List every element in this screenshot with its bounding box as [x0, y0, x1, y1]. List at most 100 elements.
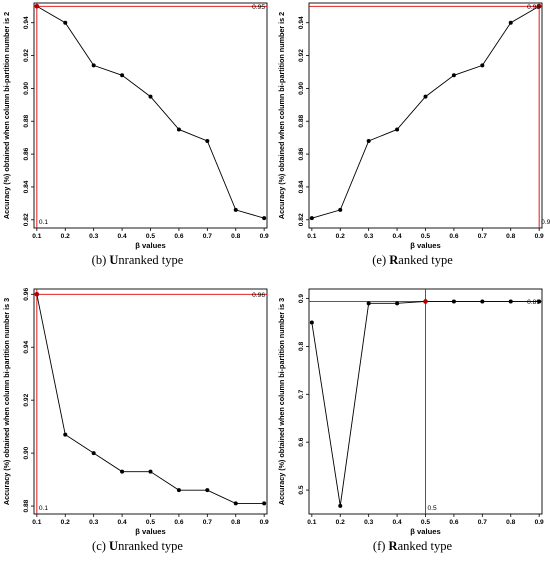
chart-e-x-tick-label: 0.4 [392, 233, 401, 240]
chart-e-max-point [536, 3, 542, 9]
chart-f-max-x-label: 0.5 [428, 505, 437, 512]
chart-b-data-point [205, 138, 210, 143]
chart-f-y-tick-label: 0.7 [298, 389, 305, 398]
chart-e-data-point [309, 216, 314, 221]
chart-b-x-tick-label: 0.9 [260, 233, 269, 240]
chart-b-y-tick-label: 0.88 [23, 115, 30, 128]
chart-b-data-point [148, 94, 153, 99]
chart-b-plot-frame [33, 2, 268, 229]
chart-f-data-point [537, 299, 542, 304]
chart-c-max-y-label: 0.96 [252, 292, 265, 299]
chart-panel-f: 0.1 0.2 0.3 0.4 0.5 0.6 0.7 0.8 0.9 0.5 0.6 0.7 0.8 0… [275, 286, 550, 572]
chart-f-y-tick-label: 0.5 [298, 485, 305, 494]
chart-b-svg: 0.1 0.2 0.3 0.4 0.5 0.6 0.7 0.8 0.9 0.82 0.84 0.86 0… [2, 2, 269, 250]
chart-e-data-point [423, 94, 428, 99]
chart-f-x-tick-label: 0.1 [307, 519, 316, 526]
chart-f-max-point [423, 299, 428, 304]
chart-f-x-tick-label: 0.6 [449, 519, 458, 526]
chart-e-caption: (e) Ranked type [275, 253, 550, 268]
chart-e-caption-letter: (e) [372, 253, 387, 267]
chart-c-y-tick-label: 0.92 [23, 393, 30, 406]
chart-c-y-tick-label: 0.88 [23, 499, 30, 512]
chart-b-max-y-label: 0.95 [252, 4, 265, 11]
chart-f-data-point [508, 299, 513, 304]
chart-f-caption: (f) Ranked type [275, 539, 550, 554]
chart-e-data-point [480, 63, 485, 68]
chart-e-data-point [395, 127, 400, 132]
chart-e-x-tick-label: 0.3 [364, 233, 373, 240]
chart-f-svg: 0.1 0.2 0.3 0.4 0.5 0.6 0.7 0.8 0.9 0.5 0.6 0.7 0.8 0… [277, 288, 544, 536]
chart-b-caption: (b) Unranked type [0, 253, 275, 268]
chart-f-data-point [395, 301, 400, 306]
chart-c-x-tick-label: 0.9 [260, 519, 269, 526]
chart-c-data-point [63, 432, 68, 437]
chart-e-x-tick-label: 0.5 [421, 233, 430, 240]
chart-f-data-point [366, 301, 371, 306]
chart-f-data-point [338, 503, 343, 508]
chart-f-x-tick-label: 0.5 [421, 519, 430, 526]
chart-c-y-axis-label: Accuracy (%) obtained when column bi-par… [2, 298, 11, 505]
chart-e-y-axis-label: Accuracy (%) obtained when column bi-par… [277, 12, 286, 219]
chart-c-svg: 0.1 0.2 0.3 0.4 0.5 0.6 0.7 0.8 0.9 0.88 0.90 0.92 0… [2, 288, 269, 536]
chart-e-x-tick-label: 0.2 [336, 233, 345, 240]
chart-c-x-tick-label: 0.8 [231, 519, 240, 526]
chart-c-x-tick-label: 0.6 [174, 519, 183, 526]
chart-b-x-tick-label: 0.8 [231, 233, 240, 240]
chart-b-x-tick-label: 0.2 [61, 233, 70, 240]
chart-e-x-tick-label: 0.9 [535, 233, 544, 240]
chart-e-x-tick-label: 0.7 [478, 233, 487, 240]
chart-e-y-tick-label: 0.84 [298, 180, 305, 193]
chart-b-x-tick-label: 0.3 [89, 233, 98, 240]
chart-c-x-tick-label: 0.2 [61, 519, 70, 526]
chart-c-y-tick-label: 0.94 [23, 340, 30, 353]
chart-c-caption-letter: (c) [92, 539, 106, 553]
chart-b-x-tick-label: 0.7 [203, 233, 212, 240]
chart-panel-b: 0.1 0.2 0.3 0.4 0.5 0.6 0.7 0.8 0.9 0.82 0.84 0.86 0… [0, 0, 275, 286]
chart-b-y-tick-label: 0.92 [23, 49, 30, 62]
chart-f-caption-letter: (f) [372, 539, 386, 553]
chart-b-caption-letter: (b) [91, 253, 107, 267]
chart-e-x-tick-label: 0.1 [307, 233, 316, 240]
chart-e-max-y-label: 0.95 [527, 4, 540, 11]
chart-b-x-tick-label: 0.4 [117, 233, 126, 240]
chart-e-y-tick-label: 0.88 [298, 115, 305, 128]
chart-e-caption-text: anked type [398, 253, 453, 267]
chart-f-x-tick-label: 0.9 [535, 519, 544, 526]
chart-b-data-point [262, 216, 267, 221]
chart-b-x-tick-label: 0.6 [174, 233, 183, 240]
chart-f-y-axis-label: Accuracy (%) obtained when column bi-par… [277, 298, 286, 505]
chart-f-data-point [480, 299, 485, 304]
chart-f-x-axis-label: β values [410, 527, 440, 536]
chart-f-y-tick-label: 0.6 [298, 437, 305, 446]
chart-b-data-point [91, 63, 96, 68]
chart-f-x-tick-label: 0.7 [478, 519, 487, 526]
chart-e-y-tick-label: 0.86 [298, 147, 305, 160]
chart-c-x-axis-label: β values [135, 527, 165, 536]
chart-c-data-point [233, 501, 238, 506]
chart-c-plot-frame [33, 288, 268, 515]
chart-b-y-tick-label: 0.84 [23, 180, 30, 193]
chart-f-x-tick-label: 0.4 [392, 519, 401, 526]
chart-c-x-tick-label: 0.7 [203, 519, 212, 526]
chart-f-x-tick-label: 0.8 [506, 519, 515, 526]
chart-b-y-axis-label: Accuracy (%) obtained when column bi-par… [2, 12, 11, 219]
chart-e-y-tick-label: 0.92 [298, 49, 305, 62]
chart-b-data-point [63, 20, 68, 25]
chart-c-max-point [34, 291, 40, 297]
chart-b-x-tick-label: 0.1 [32, 233, 41, 240]
chart-b-x-axis-label: β values [135, 241, 165, 250]
chart-e-y-tick-label: 0.94 [298, 16, 305, 29]
chart-panel-c: 0.1 0.2 0.3 0.4 0.5 0.6 0.7 0.8 0.9 0.88 0.90 0.92 0… [0, 286, 275, 572]
chart-c-y-tick-label: 0.90 [23, 446, 30, 459]
chart-c-x-tick-label: 0.5 [146, 519, 155, 526]
chart-e-data-point [338, 207, 343, 212]
chart-b-caption-initial: U [109, 253, 119, 267]
chart-e-svg: 0.1 0.2 0.3 0.4 0.5 0.6 0.7 0.8 0.9 0.82 0.84 0.86 0… [277, 2, 550, 250]
chart-f-y-tick-label: 0.8 [298, 342, 305, 351]
chart-c-x-tick-label: 0.3 [89, 519, 98, 526]
chart-b-y-tick-label: 0.82 [23, 213, 30, 226]
chart-f-caption-text: anked type [397, 539, 453, 553]
chart-b-y-tick-label: 0.94 [23, 16, 30, 29]
chart-e-plot-frame [308, 2, 543, 229]
chart-c-max-x-label: 0.1 [39, 505, 48, 512]
